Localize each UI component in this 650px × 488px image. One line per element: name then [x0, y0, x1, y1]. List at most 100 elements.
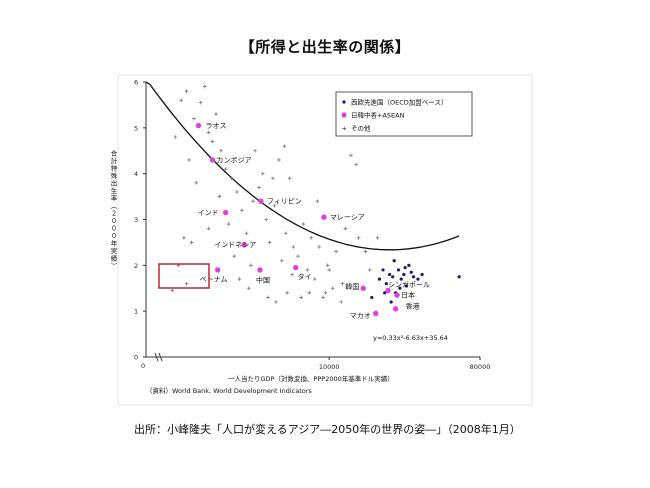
point-other: [274, 300, 278, 304]
point-other: [184, 89, 189, 93]
point-other: [226, 222, 231, 226]
point-other: [349, 153, 353, 158]
trend-curve: [145, 81, 460, 251]
point-asia: [373, 310, 379, 317]
point-other: [307, 291, 312, 295]
point-other: [210, 139, 215, 144]
point-other: [284, 231, 288, 236]
point-oecd: [407, 263, 411, 267]
point-other: [173, 135, 178, 139]
point-label: カンボジア: [216, 156, 251, 164]
point-asia: [257, 267, 263, 273]
point-other: [257, 185, 261, 190]
point-oecd: [381, 268, 385, 272]
point-other: [330, 286, 335, 291]
point-other: [264, 217, 269, 222]
point-other: [232, 254, 237, 258]
point-oecd: [387, 272, 392, 277]
point-other: [375, 236, 380, 240]
point-other: [266, 295, 270, 300]
y-tick-label: 5: [134, 124, 138, 132]
x-tick-label: 10000: [319, 363, 340, 371]
point-label: インドネシア: [214, 241, 256, 249]
point-other: [189, 240, 194, 245]
point-label: 中国: [256, 275, 270, 284]
point-other: [203, 84, 207, 89]
point-asia: [394, 292, 400, 298]
legend-label-asia: 日韓中香+ASEAN: [351, 111, 405, 120]
x-origin-label: 0: [141, 362, 145, 370]
point-other: [334, 249, 338, 254]
point-other: [325, 263, 330, 268]
point-other: [312, 277, 317, 281]
point-other: [187, 158, 191, 162]
point-other: [198, 100, 203, 105]
point-label: タイ: [298, 272, 312, 281]
point-other: [206, 130, 211, 135]
point-oecd: [370, 295, 374, 300]
point-asia: [392, 306, 399, 312]
point-oecd: [416, 277, 420, 281]
point-other: [219, 148, 223, 153]
point-asia: [292, 264, 299, 271]
series-other: [170, 84, 380, 304]
point-other: [363, 249, 368, 254]
point-oecd: [409, 270, 413, 274]
point-other: [272, 203, 277, 208]
point-other: [296, 254, 300, 258]
point-oecd: [396, 268, 401, 272]
point-asia: [360, 285, 366, 291]
point-oecd: [383, 291, 387, 295]
point-other: [321, 295, 325, 300]
point-other: [223, 167, 228, 171]
y-ticks: 0 1 2 3 4 5 6: [134, 79, 146, 362]
point-other: [305, 268, 310, 272]
point-other: [287, 176, 292, 181]
data-source-note: （資料）World Bank, World Development Indica…: [146, 386, 312, 395]
point-other: [343, 226, 348, 231]
point-other: [182, 236, 186, 240]
point-other: [192, 116, 196, 121]
point-oecd: [391, 275, 395, 279]
point-other: [290, 272, 294, 277]
point-other: [317, 245, 321, 249]
point-label: 韓国: [345, 282, 359, 291]
point-label: ベトナム: [200, 275, 228, 283]
point-oecd: [420, 272, 424, 277]
point-asia: [258, 198, 264, 204]
point-other: [244, 231, 249, 236]
point-other: [170, 288, 175, 293]
point-other: [340, 281, 345, 286]
point-label: ラオス: [206, 122, 227, 130]
point-oecd: [402, 272, 406, 277]
point-other: [271, 176, 275, 181]
point-label: インド: [198, 209, 219, 217]
y-tick-label: 4: [134, 170, 138, 178]
point-other: [260, 171, 265, 176]
point-oecd: [457, 275, 461, 279]
legend-marker-other: +: [342, 125, 347, 133]
point-asia: [195, 122, 202, 129]
point-asia: [321, 214, 327, 220]
y-tick-label: 6: [134, 79, 138, 87]
point-oecd: [411, 275, 416, 279]
point-other: [267, 240, 272, 245]
point-other: [240, 208, 244, 213]
point-other: [235, 190, 239, 194]
point-asia: [222, 209, 229, 216]
legend-label-other: その他: [351, 124, 371, 133]
point-oecd: [399, 277, 403, 281]
point-oecd: [404, 284, 409, 288]
point-oecd: [403, 266, 407, 270]
legend-box: [335, 91, 473, 137]
point-other: [301, 222, 306, 226]
point-other: [246, 286, 251, 291]
source-citation: 出所：小峰隆夫「人口が変えるアジア―2050年の世界の姿―」（2008年1月）: [134, 423, 521, 436]
point-other: [282, 144, 287, 148]
point-oecd: [389, 300, 393, 304]
point-other: [229, 176, 234, 181]
point-other: [315, 199, 320, 203]
point-asia: [385, 287, 391, 294]
